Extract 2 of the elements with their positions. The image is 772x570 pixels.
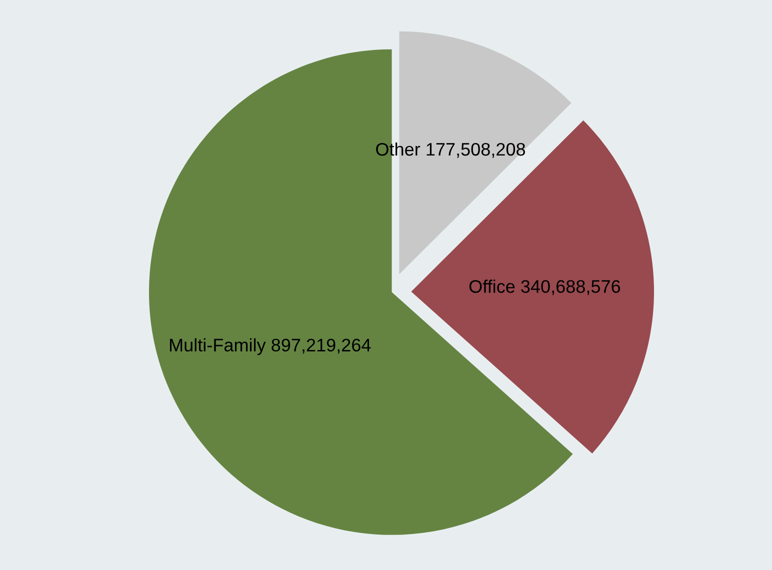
slice-label: Multi-Family 897,219,264	[170, 338, 371, 356]
slice-label: Office 340,688,576	[469, 280, 620, 296]
